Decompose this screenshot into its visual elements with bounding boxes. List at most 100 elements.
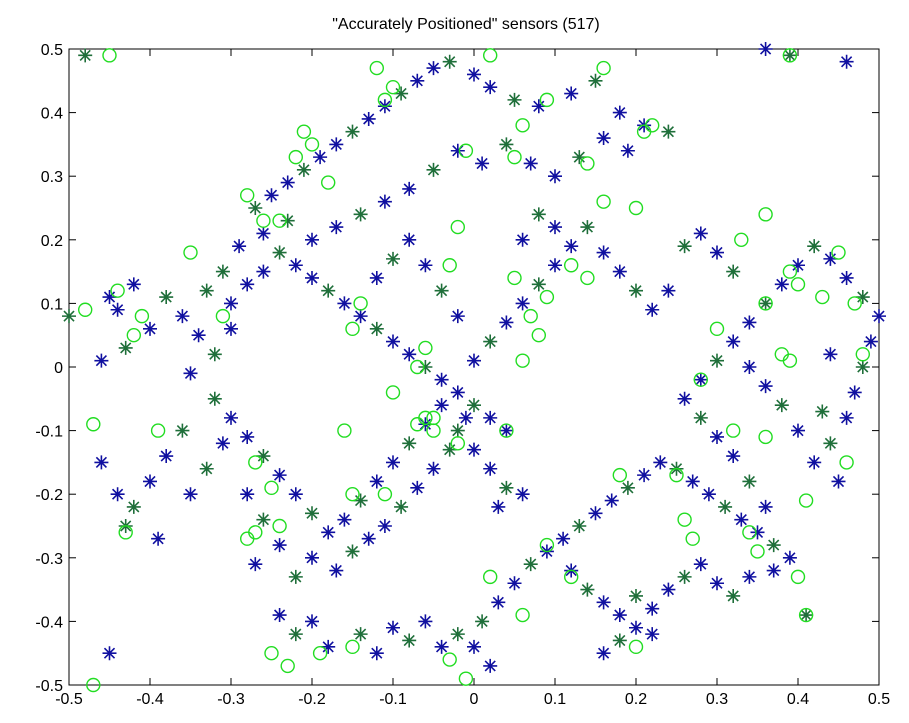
star-marker <box>126 277 141 292</box>
star-marker <box>288 258 303 273</box>
star-marker <box>531 207 546 222</box>
star-marker <box>402 347 417 362</box>
star-marker <box>483 410 498 425</box>
star-marker <box>742 360 757 374</box>
star-marker <box>548 169 562 184</box>
star-marker <box>450 627 465 642</box>
star-marker <box>863 334 878 349</box>
star-marker <box>467 67 481 82</box>
circle-marker <box>734 232 749 248</box>
star-marker <box>693 372 708 387</box>
star-marker <box>329 220 344 235</box>
star-marker <box>701 487 716 502</box>
star-marker <box>596 595 611 610</box>
circle-marker <box>280 658 295 674</box>
circle-marker <box>507 270 522 286</box>
star-marker <box>523 156 538 171</box>
star-marker <box>434 639 449 654</box>
star-marker <box>782 48 797 63</box>
star-marker <box>572 150 587 165</box>
star-marker <box>450 385 465 400</box>
circle-marker <box>312 646 328 661</box>
circle-marker <box>483 48 498 63</box>
star-marker <box>799 608 814 623</box>
x-tick-labels: -0.5 -0.4 -0.3 -0.2 -0.1 0 0.1 0.2 0.3 0.4 0.5 <box>55 691 890 708</box>
x-tick-label: 0.4 <box>787 691 809 708</box>
y-tick-label: 0 <box>54 360 63 377</box>
star-marker <box>353 627 368 642</box>
star-marker <box>321 283 336 298</box>
circle-marker <box>337 423 352 438</box>
star-marker <box>102 646 117 661</box>
star-marker <box>288 569 303 584</box>
star-marker <box>726 334 741 349</box>
star-marker <box>507 576 522 591</box>
star-marker <box>240 487 255 502</box>
star-marker <box>685 474 700 489</box>
star-marker <box>572 519 587 533</box>
star-marker <box>564 86 579 101</box>
star-marker <box>240 277 255 292</box>
star-marker <box>143 321 157 336</box>
star-marker <box>467 353 481 368</box>
star-marker <box>321 525 336 540</box>
star-marker <box>183 487 198 502</box>
star-marker <box>483 658 498 673</box>
star-marker <box>418 258 433 273</box>
star-marker <box>758 379 773 394</box>
star-marker <box>710 353 724 368</box>
star-marker <box>710 429 724 444</box>
star-marker <box>159 449 174 464</box>
star-marker <box>564 239 579 254</box>
circle-marker <box>321 175 336 190</box>
star-marker <box>758 499 773 514</box>
star-marker <box>531 277 546 292</box>
star-marker <box>839 54 854 69</box>
star-marker <box>386 455 400 470</box>
circle-marker <box>102 48 117 63</box>
star-marker <box>345 544 360 559</box>
star-marker <box>62 309 76 324</box>
star-marker <box>515 232 530 247</box>
star-marker <box>337 296 352 311</box>
star-marker <box>199 283 214 298</box>
star-marker <box>151 531 166 546</box>
circle-marker <box>855 347 870 362</box>
star-marker <box>450 309 465 324</box>
star-marker <box>313 150 328 165</box>
circle-marker <box>248 525 263 540</box>
star-marker <box>450 423 465 438</box>
circle-marker <box>345 639 360 655</box>
star-marker <box>305 506 319 521</box>
circle-marker <box>831 245 846 260</box>
y-tick-label: -0.4 <box>35 614 63 631</box>
star-marker <box>94 455 109 470</box>
circle-marker <box>636 124 652 139</box>
star-marker <box>329 563 344 578</box>
y-tick-label: -0.5 <box>35 678 63 695</box>
circle-marker <box>507 149 522 165</box>
star-marker <box>143 474 157 489</box>
star-marker <box>774 277 789 292</box>
star-marker <box>305 232 319 247</box>
star-marker <box>807 239 822 254</box>
star-marker <box>677 391 692 406</box>
circle-markers <box>77 48 870 693</box>
star-marker <box>272 468 287 483</box>
circle-marker <box>847 296 862 311</box>
chart-title: "Accurately Positioned" sensors (517) <box>332 16 599 33</box>
x-tick-label: -0.1 <box>379 691 407 708</box>
star-marker <box>386 334 400 349</box>
circle-marker <box>86 417 101 432</box>
circle-marker <box>418 340 433 356</box>
star-marker <box>467 442 481 457</box>
circle-marker <box>296 124 312 139</box>
star-marker <box>296 162 311 177</box>
circle-marker <box>726 423 741 438</box>
star-marker <box>823 436 838 451</box>
circle-marker <box>304 137 320 152</box>
circle-marker <box>750 544 765 559</box>
y-tick-label: 0.5 <box>41 42 63 59</box>
star-marker <box>612 608 627 623</box>
